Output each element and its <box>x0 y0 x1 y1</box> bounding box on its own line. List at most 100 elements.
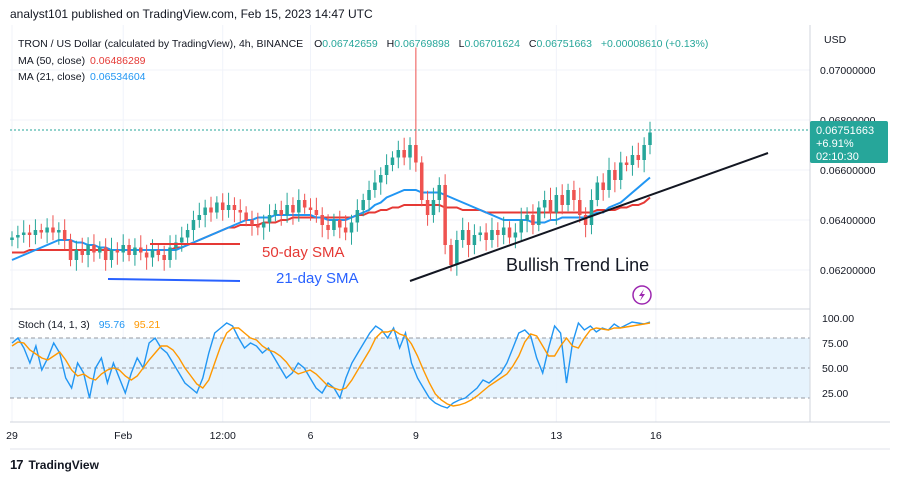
ohlc-low-value: 0.06701624 <box>464 38 520 50</box>
candle-body <box>378 175 383 183</box>
time-tick-label: Feb <box>114 430 132 442</box>
candle-body <box>531 215 535 225</box>
candle-body <box>314 210 319 215</box>
candle-body <box>390 157 395 165</box>
candle-body <box>62 230 67 240</box>
bullish-trend-line[interactable] <box>409 152 769 282</box>
candle-body <box>127 245 131 255</box>
candle-body <box>414 145 418 163</box>
footer-brand-name: TradingView <box>28 457 99 472</box>
candle-body <box>10 237 14 240</box>
legend-stoch-d: 95.21 <box>133 319 161 331</box>
candle-body <box>179 237 184 243</box>
candle-body <box>320 215 324 225</box>
stoch-tick-label: 25.00 <box>822 388 848 400</box>
candle-body <box>601 182 605 190</box>
candle-body <box>537 207 541 225</box>
candle-body <box>332 220 336 230</box>
time-tick-label: 12:00 <box>210 430 236 442</box>
candle-body <box>419 162 424 200</box>
time-tick-label: 6 <box>308 430 314 442</box>
footer-brand[interactable]: 17 TradingView <box>10 457 99 472</box>
candle-body <box>525 215 529 220</box>
annotation-trend: Bullish Trend Line <box>506 255 649 275</box>
candle-body <box>484 232 488 240</box>
candle-body <box>466 230 471 245</box>
candle-body <box>384 165 389 175</box>
candle-body <box>139 247 143 253</box>
time-axis-ticks[interactable]: 29 Feb 12:00 6 9 13 16 <box>6 430 662 442</box>
candle-body <box>431 200 436 215</box>
candle-body <box>478 232 483 235</box>
candle-body <box>291 205 295 213</box>
candle-body <box>302 200 307 208</box>
candle-body <box>460 230 465 240</box>
candles <box>10 47 652 276</box>
candle-body <box>308 207 313 210</box>
legend-ma21-row[interactable]: MA (21, close) 0.06534604 <box>18 71 146 83</box>
candle-body <box>396 150 401 158</box>
candle-body <box>613 170 617 180</box>
legend-ma50-value: 0.06486289 <box>90 55 146 67</box>
candle-body <box>449 245 453 265</box>
candle-body <box>21 232 26 235</box>
time-tick-label: 9 <box>413 430 419 442</box>
candle-body <box>27 232 32 235</box>
legend-symbol[interactable]: TRON / US Dollar (calculated by TradingV… <box>18 38 304 50</box>
ohlc-low-label: L <box>458 38 465 50</box>
lightning-icon[interactable] <box>632 285 652 305</box>
candle-body <box>367 190 371 200</box>
candle-body <box>589 200 594 225</box>
price-tick-label: 0.06600000 <box>820 165 876 177</box>
ohlc-close-value: 0.06751663 <box>536 38 592 50</box>
candle-body <box>92 245 96 253</box>
time-tick-label: 13 <box>551 430 563 442</box>
candle-body <box>51 227 55 233</box>
candle-body <box>326 225 330 230</box>
candle-body <box>156 250 161 255</box>
ohlc-open-value: 0.06742659 <box>322 38 378 50</box>
candle-body <box>349 222 354 233</box>
ohlc-change: +0.00008610 (+0.13%) <box>600 38 709 50</box>
candle-body <box>267 215 272 223</box>
candle-body <box>572 190 576 200</box>
candle-body <box>542 200 547 208</box>
candle-body <box>197 215 202 220</box>
candle-body <box>144 252 149 258</box>
legend-stoch-label: Stoch (14, 1, 3) <box>18 319 90 331</box>
candle-body <box>103 247 108 260</box>
legend-stoch-row[interactable]: Stoch (14, 1, 3) 95.76 95.21 <box>18 319 160 331</box>
ohlc-close-label: C <box>528 38 537 50</box>
candle-body <box>220 202 225 210</box>
price-axis-currency: USD <box>824 34 847 46</box>
candle-body <box>45 227 49 233</box>
candle-body <box>425 200 430 215</box>
candle-body <box>624 162 629 165</box>
sma21-marker-line[interactable] <box>107 278 241 282</box>
stoch-axis-ticks[interactable]: 100.00 75.00 50.00 25.00 <box>822 313 854 400</box>
candle-body <box>437 185 442 200</box>
candle-body <box>185 230 190 238</box>
candle-body <box>244 212 248 220</box>
candle-body <box>250 220 254 225</box>
candle-body <box>68 240 73 260</box>
candle-body <box>361 200 365 210</box>
candle-body <box>408 145 412 158</box>
annotation-sma50: 50-day SMA <box>262 244 345 261</box>
legend-symbol-row: TRON / US Dollar (calculated by TradingV… <box>18 38 714 50</box>
ohlc-open-label: O <box>314 38 323 50</box>
legend-ohlc: O0.06742659 H0.06769898 L0.06701624 C0.0… <box>314 38 714 50</box>
legend-ma50-row[interactable]: MA (50, close) 0.06486289 <box>18 55 146 67</box>
candle-body <box>86 245 90 255</box>
candle-body <box>513 232 518 238</box>
candle-body <box>226 205 231 210</box>
price-axis-ticks[interactable]: 0.070000000.068000000.066000000.06400000… <box>820 65 876 277</box>
stoch-k-line <box>11 321 651 409</box>
stoch-tick-label: 50.00 <box>822 363 848 375</box>
current-price-tag: 0.06751663 +6.91% 02:10:30 <box>10 121 888 163</box>
candle-body <box>490 230 494 240</box>
candle-body <box>261 222 266 228</box>
ohlc-high-label: H <box>386 38 395 50</box>
candle-body <box>98 247 102 253</box>
candle-body <box>209 207 213 213</box>
